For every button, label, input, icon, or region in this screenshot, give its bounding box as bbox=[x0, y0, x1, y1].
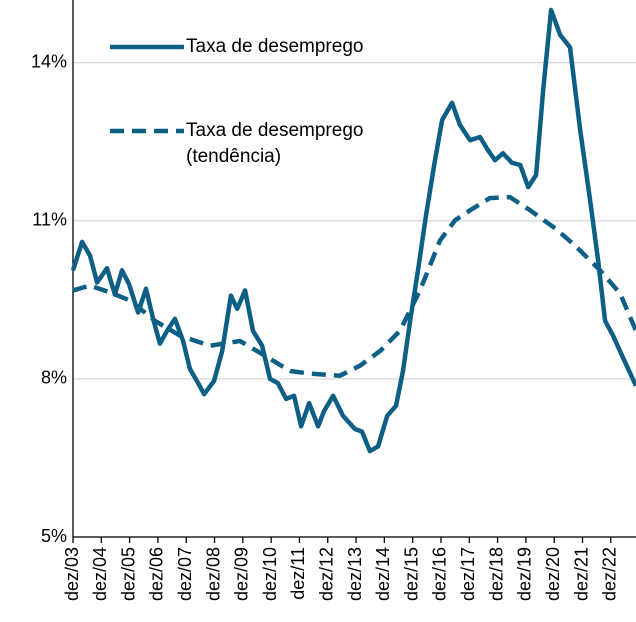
x-tick-label: dez/14 bbox=[373, 547, 393, 601]
y-tick-label: 5% bbox=[41, 526, 67, 546]
x-tick-label: dez/15 bbox=[401, 547, 421, 601]
y-tick-label: 11% bbox=[32, 210, 67, 230]
x-tick-label: dez/16 bbox=[430, 547, 450, 601]
x-tick-label: dez/13 bbox=[345, 547, 365, 601]
y-tick-label: 8% bbox=[41, 368, 67, 388]
legend-swatch bbox=[110, 128, 184, 134]
series-line bbox=[70, 7, 636, 454]
legend-label: Taxa de desemprego bbox=[186, 36, 364, 57]
y-tick-label: 14% bbox=[31, 51, 67, 71]
x-tick-label: dez/12 bbox=[317, 547, 337, 601]
x-tick-label: dez/09 bbox=[232, 547, 252, 601]
legend-entry: Taxa de desemprego (tendência) bbox=[108, 118, 401, 170]
x-tick-label: dez/22 bbox=[600, 547, 620, 601]
legend-label: Taxa de desemprego (tendência) bbox=[186, 120, 364, 167]
legend-entry: Taxa de desemprego bbox=[108, 34, 401, 60]
x-tick-label: dez/03 bbox=[62, 547, 82, 601]
x-tick-label: dez/08 bbox=[203, 547, 223, 601]
x-tick-label: dez/07 bbox=[175, 547, 195, 601]
series-line bbox=[72, 194, 636, 378]
x-tick-label: dez/10 bbox=[260, 547, 280, 601]
x-tick-label: dez/21 bbox=[571, 547, 591, 601]
x-tick-label: dez/20 bbox=[543, 547, 563, 601]
x-tick-label: dez/11 bbox=[288, 547, 308, 600]
x-tick-label: dez/05 bbox=[118, 547, 138, 601]
x-tick-label: dez/18 bbox=[486, 547, 506, 601]
x-tick-label: dez/06 bbox=[147, 547, 167, 601]
legend-swatch bbox=[110, 44, 184, 50]
x-tick-label: dez/19 bbox=[515, 547, 535, 601]
x-tick-label: dez/17 bbox=[458, 547, 478, 601]
x-tick-label: dez/04 bbox=[90, 547, 110, 601]
